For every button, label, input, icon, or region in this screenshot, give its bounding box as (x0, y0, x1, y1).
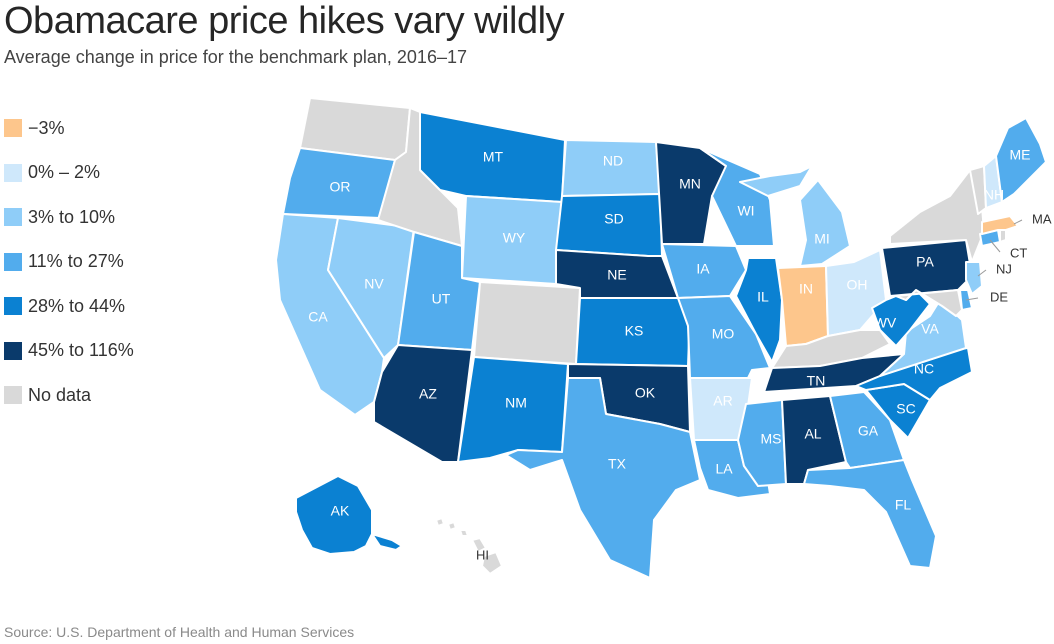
legend-item-28-44: 28% to 44% (4, 296, 134, 316)
label-layer: OR CA NV MT WY UT AZ NM ND SD NE KS OK TX MN IA MO AR LA WI… (308, 147, 1052, 563)
legend-item-11-27: 11% to 27% (4, 251, 134, 272)
state-label-me: ME (1010, 147, 1031, 163)
state-label-ga: GA (858, 423, 879, 439)
state-label-mt: MT (483, 149, 504, 165)
legend-label: 0% – 2% (28, 162, 101, 182)
legend: −3% 0% – 2% 3% to 10% 11% to 27% 28% to … (4, 118, 134, 430)
state-label-la: LA (715, 461, 733, 477)
leader-line-ct (989, 239, 1001, 253)
legend-swatch (4, 297, 22, 315)
state-ia (661, 243, 747, 299)
state-hi (435, 517, 503, 575)
leader-line-nj (977, 269, 987, 277)
legend-item-no-data: No data (4, 385, 134, 405)
legend-swatch (4, 252, 22, 271)
legend-label: No data (28, 384, 92, 405)
state-label-ca: CA (308, 309, 328, 325)
state-label-ct: CT (1010, 245, 1027, 260)
state-me (995, 117, 1047, 203)
state-in (777, 265, 829, 347)
state-label-az: AZ (419, 386, 437, 402)
state-label-wv: WV (874, 315, 897, 331)
state-label-ne: NE (607, 267, 626, 283)
state-label-tn: TN (807, 373, 826, 389)
legend-swatch (4, 208, 22, 226)
state-mi (739, 165, 851, 267)
state-label-tx: TX (608, 456, 627, 472)
state-label-ia: IA (696, 261, 710, 277)
state-layer (275, 97, 1047, 579)
state-nj (965, 261, 983, 295)
state-label-ma: MA (1032, 211, 1052, 226)
source-note: Source: U.S. Department of Health and Hu… (4, 624, 355, 640)
state-label-va: VA (921, 321, 939, 337)
state-label-fl: FL (895, 497, 912, 513)
state-az (373, 344, 473, 463)
state-label-nc: NC (914, 361, 934, 377)
state-label-pa: PA (916, 254, 934, 270)
state-mo (677, 295, 771, 379)
state-label-wy: WY (503, 230, 526, 246)
state-label-ok: OK (635, 385, 656, 401)
state-label-wi: WI (737, 203, 754, 219)
legend-label: 45% to 116% (28, 340, 134, 360)
legend-swatch (4, 386, 22, 404)
state-label-nv: NV (364, 276, 384, 292)
legend-item-decrease: −3% (4, 118, 134, 138)
state-label-de: DE (990, 289, 1008, 304)
state-md (895, 289, 963, 317)
state-co (473, 281, 581, 365)
chart-title: Obamacare price hikes vary wildly (4, 0, 565, 42)
legend-item-45-116: 45% to 116% (4, 340, 134, 361)
state-label-nh: NH (984, 187, 1004, 203)
leader-line-ma (1013, 219, 1023, 225)
state-label-mi: MI (814, 231, 830, 247)
state-label-in: IN (799, 281, 813, 297)
state-label-or: OR (330, 179, 351, 195)
state-label-nj: NJ (996, 261, 1012, 276)
state-label-ms: MS (761, 431, 782, 447)
legend-swatch (4, 119, 22, 137)
state-label-il: IL (757, 289, 769, 305)
legend-item-3-10: 3% to 10% (4, 207, 134, 227)
state-label-ar: AR (713, 393, 732, 409)
state-label-ks: KS (625, 323, 644, 339)
state-or (282, 147, 396, 219)
state-label-nm: NM (505, 395, 527, 411)
legend-swatch (4, 341, 22, 360)
state-label-ut: UT (432, 291, 451, 307)
state-ak (295, 475, 403, 555)
state-label-hi: HI (476, 547, 489, 562)
legend-swatch (4, 163, 22, 182)
legend-label: 3% to 10% (28, 206, 116, 227)
state-label-sc: SC (896, 401, 915, 417)
state-label-mo: MO (712, 326, 735, 342)
legend-label: −3% (28, 117, 65, 138)
state-label-mn: MN (679, 176, 701, 192)
state-tx (505, 377, 701, 579)
leader-layer (965, 219, 1023, 301)
leader-line-de (965, 297, 979, 301)
state-ma (981, 215, 1019, 235)
state-ri (999, 229, 1007, 243)
state-label-al: AL (804, 426, 821, 442)
state-label-sd: SD (604, 211, 623, 227)
legend-item-0-2: 0% – 2% (4, 162, 134, 183)
state-label-nd: ND (603, 153, 623, 169)
legend-label: 11% to 27% (28, 251, 124, 271)
state-label-ak: AK (331, 503, 350, 519)
legend-label: 28% to 44% (28, 295, 126, 316)
state-fl (803, 459, 937, 569)
state-va (879, 299, 967, 377)
chart-subtitle: Average change in price for the benchmar… (4, 47, 467, 67)
state-label-oh: OH (847, 277, 868, 293)
